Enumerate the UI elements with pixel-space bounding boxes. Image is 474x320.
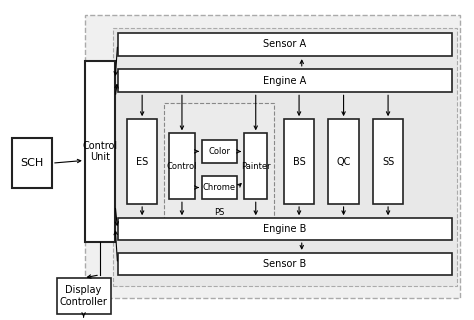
Bar <box>118 253 453 275</box>
Bar <box>328 119 359 204</box>
Text: Color: Color <box>209 147 230 156</box>
Bar <box>85 61 115 242</box>
Bar <box>244 133 267 199</box>
Bar <box>12 138 52 188</box>
Bar <box>169 133 195 199</box>
Text: SS: SS <box>382 156 394 167</box>
Text: Sensor A: Sensor A <box>264 39 307 50</box>
Text: Display
Controller: Display Controller <box>60 285 108 307</box>
Bar <box>118 69 453 92</box>
Text: ES: ES <box>136 156 148 167</box>
Text: Painter: Painter <box>241 162 271 171</box>
Text: BS: BS <box>292 156 305 167</box>
Text: SCH: SCH <box>20 158 44 168</box>
Bar <box>202 176 237 199</box>
Text: Control: Control <box>167 162 197 171</box>
Bar <box>127 119 157 204</box>
Bar <box>118 218 453 240</box>
Text: Engine B: Engine B <box>264 224 307 234</box>
Text: Control
Unit: Control Unit <box>82 140 118 162</box>
Bar <box>57 278 110 314</box>
Bar <box>164 103 274 223</box>
Bar <box>118 33 453 56</box>
Text: Engine A: Engine A <box>264 76 307 86</box>
Bar <box>85 15 459 298</box>
Text: Sensor B: Sensor B <box>264 259 307 269</box>
Text: QC: QC <box>337 156 351 167</box>
Bar <box>113 28 457 286</box>
Text: Chrome: Chrome <box>203 183 236 192</box>
Bar <box>284 119 314 204</box>
Bar <box>202 140 237 163</box>
Bar <box>373 119 403 204</box>
Text: PS: PS <box>214 208 225 217</box>
